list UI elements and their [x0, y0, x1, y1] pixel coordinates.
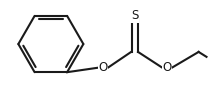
Text: O: O: [98, 61, 108, 74]
Text: O: O: [163, 61, 172, 74]
Text: S: S: [131, 9, 138, 22]
